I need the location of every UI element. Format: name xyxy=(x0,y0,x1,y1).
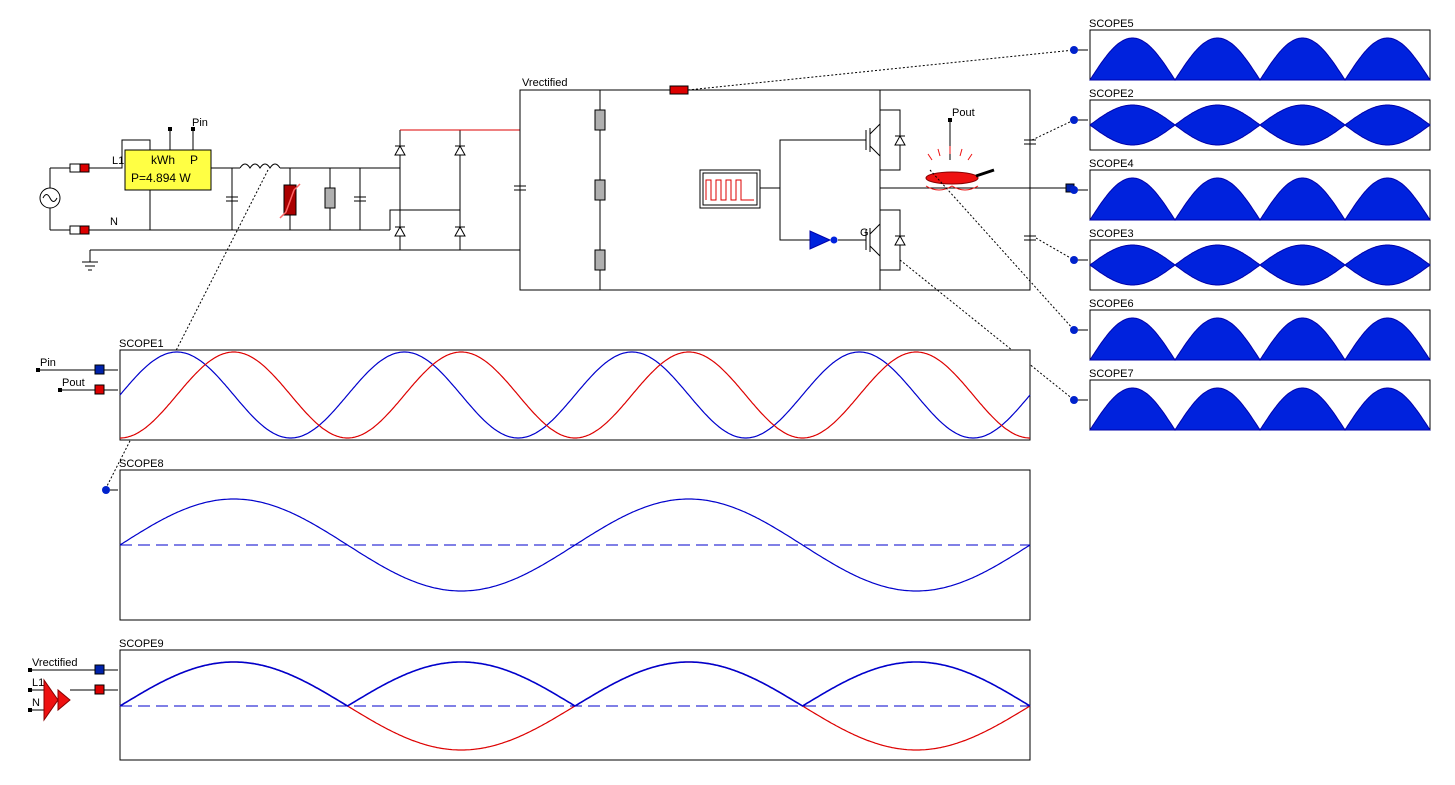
scope1-input-pin-label: Pin xyxy=(40,357,56,369)
scope7-port[interactable] xyxy=(1070,396,1078,404)
scope2-waveform xyxy=(1089,104,1431,146)
scope5-title: SCOPE5 xyxy=(1089,18,1134,30)
scope3-title: SCOPE3 xyxy=(1089,228,1134,240)
bridge-rectifier[interactable] xyxy=(394,129,520,250)
scope3-waveform xyxy=(1089,244,1431,286)
scope7[interactable]: SCOPE7 xyxy=(1070,368,1431,431)
probe-dot-kwh[interactable] xyxy=(168,127,172,131)
induction-pan[interactable] xyxy=(925,118,995,191)
scope4-waveform xyxy=(1089,177,1431,221)
current-probe[interactable] xyxy=(669,85,689,95)
capacitor-1[interactable] xyxy=(226,196,238,202)
scope4-port[interactable] xyxy=(1070,186,1078,194)
scope1-port-red[interactable] xyxy=(94,384,105,395)
bus-label: Vrectified xyxy=(522,77,567,89)
igbt-lower[interactable] xyxy=(865,209,906,271)
scope8-title: SCOPE8 xyxy=(119,458,164,470)
scope3-port[interactable] xyxy=(1070,256,1078,264)
scope8-port[interactable] xyxy=(102,486,110,494)
meter-p-label: P xyxy=(190,153,198,167)
abs-block[interactable] xyxy=(57,688,71,712)
scope1-input-pout-label: Pout xyxy=(62,377,85,389)
resistor-bottom[interactable] xyxy=(594,249,606,271)
scope4[interactable]: SCOPE4 xyxy=(1070,158,1431,221)
pwm-generator[interactable] xyxy=(699,169,761,209)
scope7-waveform xyxy=(1089,387,1431,431)
ground-symbol xyxy=(82,261,98,271)
probe-label-pout: Pout xyxy=(952,107,975,119)
scope6-title: SCOPE6 xyxy=(1089,298,1134,310)
scope9-port-blue[interactable] xyxy=(94,664,105,675)
ac-source[interactable] xyxy=(39,167,70,231)
scope2[interactable]: SCOPE2 xyxy=(1070,88,1431,151)
resistor-input[interactable] xyxy=(324,187,336,209)
inductor[interactable] xyxy=(239,163,281,169)
scope1-title: SCOPE1 xyxy=(119,338,164,350)
node-label-l1: L1 xyxy=(112,155,124,167)
scope9-title: SCOPE9 xyxy=(119,638,164,650)
varistor[interactable] xyxy=(279,183,301,219)
scope1-inputs: Pin Pout xyxy=(36,357,118,395)
scope9-input-l1-label: L1 xyxy=(32,677,44,689)
probe-label-pin: Pin xyxy=(192,117,208,129)
scope9-input-n-label: N xyxy=(32,697,40,709)
scope5-waveform xyxy=(1089,37,1431,81)
scope6[interactable]: SCOPE6 xyxy=(1070,298,1431,361)
scope3[interactable]: SCOPE3 xyxy=(1070,228,1431,291)
resistor-mid[interactable] xyxy=(594,179,606,201)
scope1-port-blue[interactable] xyxy=(94,364,105,375)
scope2-port[interactable] xyxy=(1070,116,1078,124)
scope4-title: SCOPE4 xyxy=(1089,158,1134,170)
scope9[interactable]: SCOPE9 xyxy=(119,638,1031,761)
meter-reading: P=4.894 W xyxy=(131,171,191,185)
power-meter[interactable]: kWh P P=4.894 W xyxy=(124,149,212,191)
node-label-n: N xyxy=(110,216,118,228)
meter-unit: kWh xyxy=(151,153,175,167)
resistor-top[interactable] xyxy=(594,109,606,131)
scope9-series-rectified xyxy=(119,661,1031,707)
probe-dot-pin[interactable] xyxy=(191,127,195,131)
scope9-input-vrect-label: Vrectified xyxy=(32,657,77,669)
scope2-title: SCOPE2 xyxy=(1089,88,1134,100)
scope9-port-red[interactable] xyxy=(94,684,105,695)
scope9-inputs: Vrectified L1 N xyxy=(28,657,118,722)
subtractor-block[interactable] xyxy=(43,678,59,722)
inverter-gate[interactable] xyxy=(809,230,838,250)
igbt-upper[interactable] xyxy=(865,109,906,171)
capacitor-2[interactable] xyxy=(354,196,366,202)
right-scope-column: SCOPE5 SCOPE2 SCOPE4 SCOPE3 SCOPE6 SCOPE7 xyxy=(1070,18,1431,431)
scope5-port[interactable] xyxy=(1070,46,1078,54)
gate-label: G xyxy=(860,227,869,239)
terminal-l1[interactable] xyxy=(69,163,90,173)
scope7-title: SCOPE7 xyxy=(1089,368,1134,380)
scope8-series xyxy=(119,498,1031,592)
scope8[interactable]: SCOPE8 xyxy=(119,458,1031,621)
scope1-series-pin xyxy=(119,351,1031,439)
scope6-port[interactable] xyxy=(1070,326,1078,334)
scope1[interactable]: SCOPE1 xyxy=(119,338,1031,441)
scope6-waveform xyxy=(1089,317,1431,361)
terminal-n[interactable] xyxy=(69,225,90,235)
scope1-series-pout xyxy=(120,351,1030,439)
scope5[interactable]: SCOPE5 xyxy=(1070,18,1431,81)
